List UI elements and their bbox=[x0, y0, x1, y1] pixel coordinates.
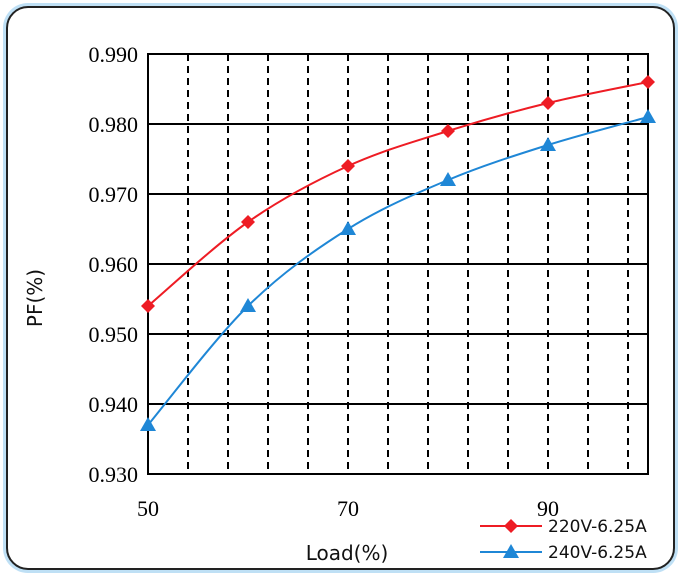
legend: 220V-6.25A 240V-6.25A bbox=[480, 517, 647, 563]
legend-marker bbox=[503, 544, 519, 558]
series-line bbox=[147, 116, 649, 426]
data-point bbox=[140, 417, 156, 431]
y-tick-label: 0.960 bbox=[89, 252, 139, 277]
plot-border bbox=[147, 53, 649, 475]
y-tick-label: 0.990 bbox=[89, 42, 139, 67]
x-tick-label: 90 bbox=[537, 496, 559, 521]
series-line bbox=[147, 81, 649, 307]
data-point bbox=[340, 221, 356, 235]
series-layer bbox=[140, 75, 656, 431]
legend-entry: 240V-6.25A bbox=[480, 543, 647, 563]
data-point bbox=[141, 299, 155, 313]
data-point bbox=[241, 215, 255, 229]
y-tick-label: 0.950 bbox=[89, 322, 139, 347]
tick-labels: 0.930 0.940 0.950 0.960 0.970 0.980 0.990 50 70 9… bbox=[89, 42, 560, 521]
data-point bbox=[541, 96, 555, 110]
legend-label: 220V-6.25A bbox=[548, 517, 647, 537]
legend-marker bbox=[504, 519, 518, 533]
grid-layer bbox=[148, 53, 648, 475]
y-axis-label: PF(%) bbox=[23, 269, 47, 327]
x-tick-label: 50 bbox=[137, 496, 159, 521]
data-point bbox=[440, 172, 456, 186]
legend-label: 240V-6.25A bbox=[548, 543, 647, 563]
x-tick-label: 70 bbox=[337, 496, 359, 521]
y-tick-label: 0.980 bbox=[89, 112, 139, 137]
data-point bbox=[641, 75, 655, 89]
y-tick-label: 0.940 bbox=[89, 392, 139, 417]
series-1 bbox=[141, 75, 655, 313]
data-point bbox=[240, 298, 256, 312]
data-point bbox=[640, 109, 656, 123]
legend-entry: 220V-6.25A bbox=[480, 517, 647, 537]
data-point bbox=[540, 137, 556, 151]
series-2 bbox=[140, 109, 656, 431]
y-tick-label: 0.970 bbox=[89, 182, 139, 207]
data-point bbox=[441, 124, 455, 138]
y-tick-label: 0.930 bbox=[89, 462, 139, 487]
x-axis-label: Load(%) bbox=[306, 541, 389, 565]
data-point bbox=[341, 159, 355, 173]
